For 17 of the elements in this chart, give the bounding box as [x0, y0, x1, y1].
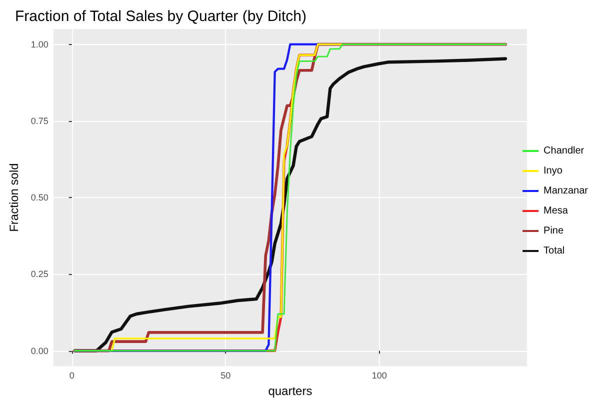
y-axis-title: Fraction sold [7, 163, 21, 232]
y-tick-label: 0.50 [30, 192, 48, 203]
legend-label: Total [544, 246, 565, 256]
y-tick-label: 0.25 [30, 269, 48, 280]
x-tick-label: 50 [220, 370, 231, 381]
legend-label: Chandler [544, 146, 585, 156]
x-axis-title: quarters [268, 384, 312, 398]
y-tick-label: 1.00 [30, 39, 48, 50]
legend-label: Manzanar [544, 186, 589, 196]
y-tick-label: 0.75 [30, 116, 48, 126]
legend-label: Pine [544, 226, 564, 236]
legend-label: Inyo [544, 166, 563, 176]
legend-label: Mesa [544, 206, 568, 216]
x-tick-label: 100 [372, 370, 387, 381]
x-tick-label: 0 [69, 370, 74, 381]
chart-title: Fraction of Total Sales by Quarter (by Ditch) [15, 8, 307, 25]
y-tick-label: 0.00 [30, 346, 48, 356]
